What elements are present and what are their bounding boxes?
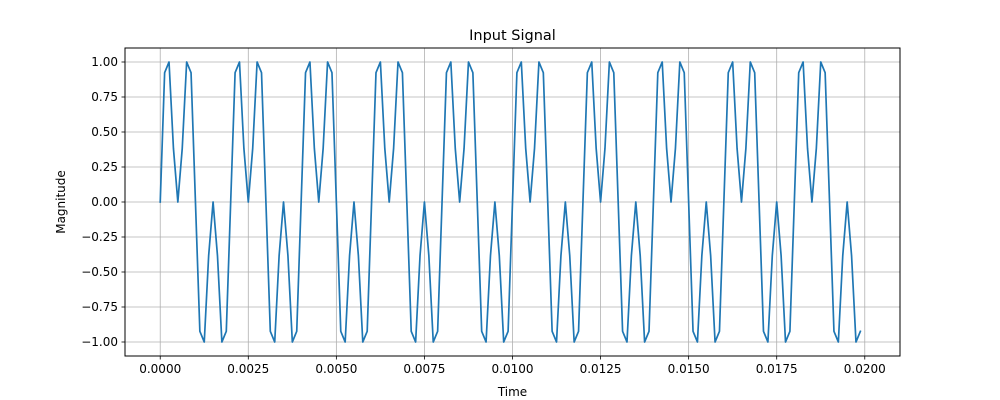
x-tick-label: 0.0150 xyxy=(668,362,710,376)
y-tick-label: −0.25 xyxy=(81,230,118,244)
y-tick-label: −1.00 xyxy=(81,335,118,349)
y-tick-label: 0.00 xyxy=(91,195,118,209)
x-tick-label: 0.0200 xyxy=(844,362,886,376)
y-tick-label: 0.75 xyxy=(91,90,118,104)
x-tick-label: 0.0125 xyxy=(580,362,622,376)
y-tick-label: 0.25 xyxy=(91,160,118,174)
series-line xyxy=(159,61,862,343)
y-tick-label: −0.75 xyxy=(81,300,118,314)
y-tick-label: 1.00 xyxy=(91,55,118,69)
x-tick-label: 0.0075 xyxy=(403,362,445,376)
x-axis-title: Time xyxy=(497,385,527,399)
series-layer xyxy=(159,61,862,343)
chart-title: Input Signal xyxy=(469,28,556,44)
x-axis: 0.0000 0.0025 0.0050 0.0075 0.0100 0.0125 0.01… xyxy=(139,356,886,376)
x-tick-label: 0.0175 xyxy=(756,362,798,376)
y-axis-title: Magnitude xyxy=(54,170,68,234)
y-tick-label: −0.50 xyxy=(81,265,118,279)
x-tick-label: 0.0025 xyxy=(227,362,269,376)
x-tick-label: 0.0050 xyxy=(315,362,357,376)
y-tick-label: 0.50 xyxy=(91,125,118,139)
x-tick-label: 0.0100 xyxy=(492,362,534,376)
x-tick-label: 0.0000 xyxy=(139,362,181,376)
y-axis: 1.00 0.75 0.50 0.25 0.00 −0.25 −0.50 −0.75 −1.00 xyxy=(81,55,125,349)
